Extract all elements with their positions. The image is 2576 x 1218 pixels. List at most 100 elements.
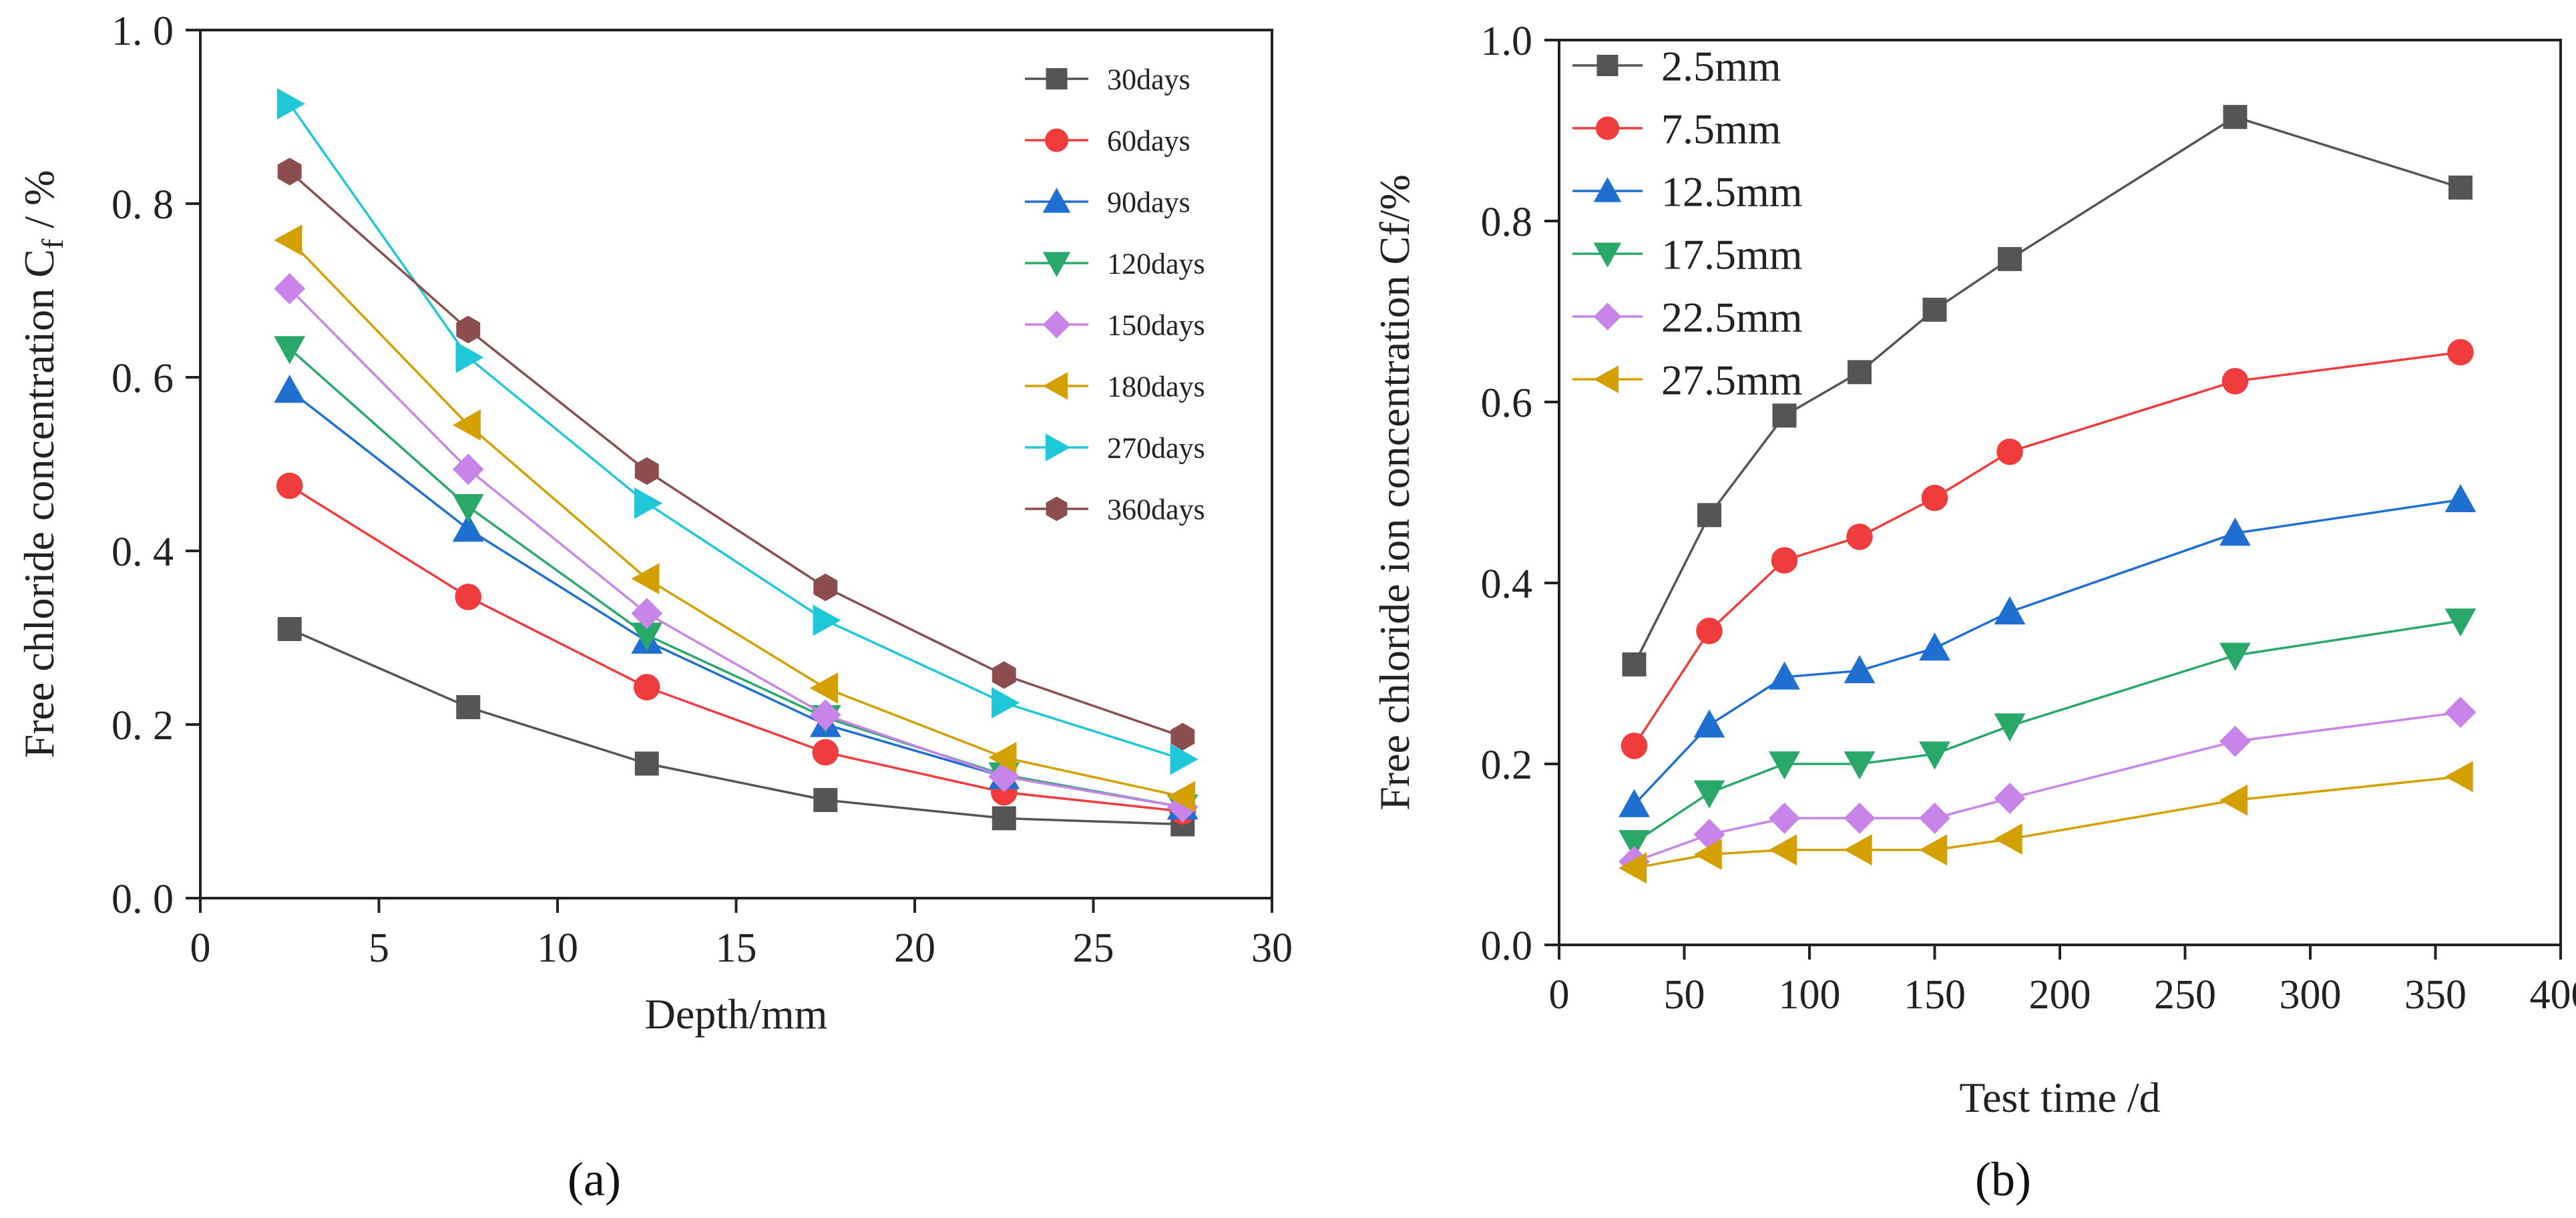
data-point	[1166, 781, 1195, 813]
data-point	[2219, 642, 2251, 671]
legend-label: 120days	[1107, 247, 1205, 280]
data-point	[2444, 696, 2477, 729]
data-point	[452, 453, 484, 485]
legend-label: 180days	[1107, 370, 1205, 403]
legend-item: 90days	[1025, 186, 1191, 218]
legend-item: 150days	[1025, 309, 1205, 341]
data-point	[1844, 751, 1876, 780]
series-30days	[277, 617, 1195, 837]
x-tick-label: 50	[1664, 972, 1705, 1018]
data-point	[1619, 852, 1647, 884]
series-270days	[277, 88, 1199, 775]
x-tick-label: 250	[2154, 972, 2216, 1018]
data-point	[1922, 297, 1947, 322]
legend-marker	[1595, 116, 1620, 140]
series-60days	[276, 472, 1197, 825]
legend-item: 60days	[1025, 124, 1191, 157]
data-point	[1772, 403, 1797, 428]
y-axis-label-unit: / %	[15, 170, 63, 239]
x-tick-label: 30	[1251, 926, 1293, 971]
y-axis-label: Free chloride ion concentration Cf/%	[1371, 174, 1418, 811]
data-point	[809, 699, 841, 731]
data-point	[1693, 839, 1722, 870]
data-point	[452, 493, 484, 523]
series-line	[1633, 116, 2461, 665]
data-point	[1622, 652, 1647, 676]
x-tick-label: 100	[1779, 972, 1841, 1018]
y-tick-label: 0. 0	[112, 877, 174, 922]
data-point	[992, 661, 1016, 689]
series-line	[1633, 711, 2461, 863]
data-point	[2444, 483, 2477, 513]
data-point	[809, 672, 838, 704]
legend: 2.5mm 7.5mm 12.5mm 17.5mm 22.5mm 27.5mm	[1572, 42, 1803, 403]
x-tick-label: 15	[716, 926, 757, 971]
data-point	[277, 617, 302, 641]
y-tick-label: 0. 4	[112, 530, 174, 575]
legend: 30days 60days 90days 120days 150days 180days 2…	[1025, 63, 1205, 526]
series-line	[288, 347, 1183, 809]
data-point	[1998, 246, 2022, 271]
legend-label: 150days	[1107, 309, 1205, 341]
series-150days	[274, 273, 1199, 823]
x-axis-ticks: 0 50 100 150 200 250 300 350 400	[1549, 945, 2576, 1018]
data-point	[455, 341, 484, 373]
data-point	[274, 336, 306, 365]
data-point	[992, 806, 1016, 831]
data-point	[2447, 339, 2474, 366]
series-12.5mm	[1619, 483, 2477, 817]
data-point	[631, 622, 663, 651]
data-point	[1170, 723, 1195, 751]
legend-label: 17.5mm	[1661, 230, 1803, 278]
y-tick-label: 1.0	[1481, 19, 1533, 64]
y-tick-label: 0. 2	[112, 703, 174, 749]
data-point	[1619, 830, 1650, 859]
series-line	[288, 103, 1183, 761]
data-point	[277, 88, 306, 120]
y-tick-label: 0. 8	[112, 182, 174, 228]
legend-marker	[1044, 128, 1069, 152]
data-point	[274, 224, 302, 256]
data-point	[2448, 175, 2473, 200]
y-tick-label: 0.2	[1481, 743, 1533, 788]
data-point	[1994, 783, 2026, 814]
data-point	[631, 598, 663, 629]
y-tick-label: 0. 6	[112, 356, 174, 401]
data-point	[274, 375, 306, 403]
legend-label: 7.5mm	[1661, 105, 1781, 152]
legend-label: 60days	[1107, 124, 1191, 157]
x-tick-label: 0	[1549, 972, 1570, 1018]
data-point	[1696, 618, 1723, 644]
series-line	[288, 239, 1183, 798]
series-27.5mm	[1619, 761, 2473, 884]
data-point	[2219, 725, 2251, 757]
data-point	[1693, 709, 1725, 738]
x-tick-label: 200	[2029, 972, 2091, 1018]
legend-label: 30days	[1107, 63, 1191, 95]
data-point	[452, 514, 484, 542]
legend-item: 120days	[1025, 247, 1205, 280]
x-tick-label: 25	[1073, 926, 1114, 971]
data-point	[455, 584, 482, 610]
x-tick-label: 10	[537, 926, 578, 971]
legend-item: 27.5mm	[1572, 356, 1803, 403]
series-group	[274, 88, 1199, 837]
data-point	[1846, 524, 1873, 550]
data-point	[1848, 360, 1872, 385]
x-tick-label: 300	[2280, 972, 2342, 1018]
data-point	[2219, 518, 2251, 546]
data-point	[631, 563, 660, 594]
series-line	[1633, 620, 2461, 844]
data-point	[2219, 784, 2248, 816]
legend-marker	[1593, 365, 1619, 393]
data-point	[1170, 743, 1199, 775]
legend-item: 270days	[1025, 431, 1205, 464]
data-point	[633, 674, 660, 700]
data-point	[2444, 608, 2477, 637]
data-point	[634, 487, 663, 519]
series-line	[1633, 351, 2461, 747]
data-point	[1994, 713, 2026, 742]
series-line	[288, 485, 1183, 813]
legend-item: 2.5mm	[1572, 42, 1781, 89]
